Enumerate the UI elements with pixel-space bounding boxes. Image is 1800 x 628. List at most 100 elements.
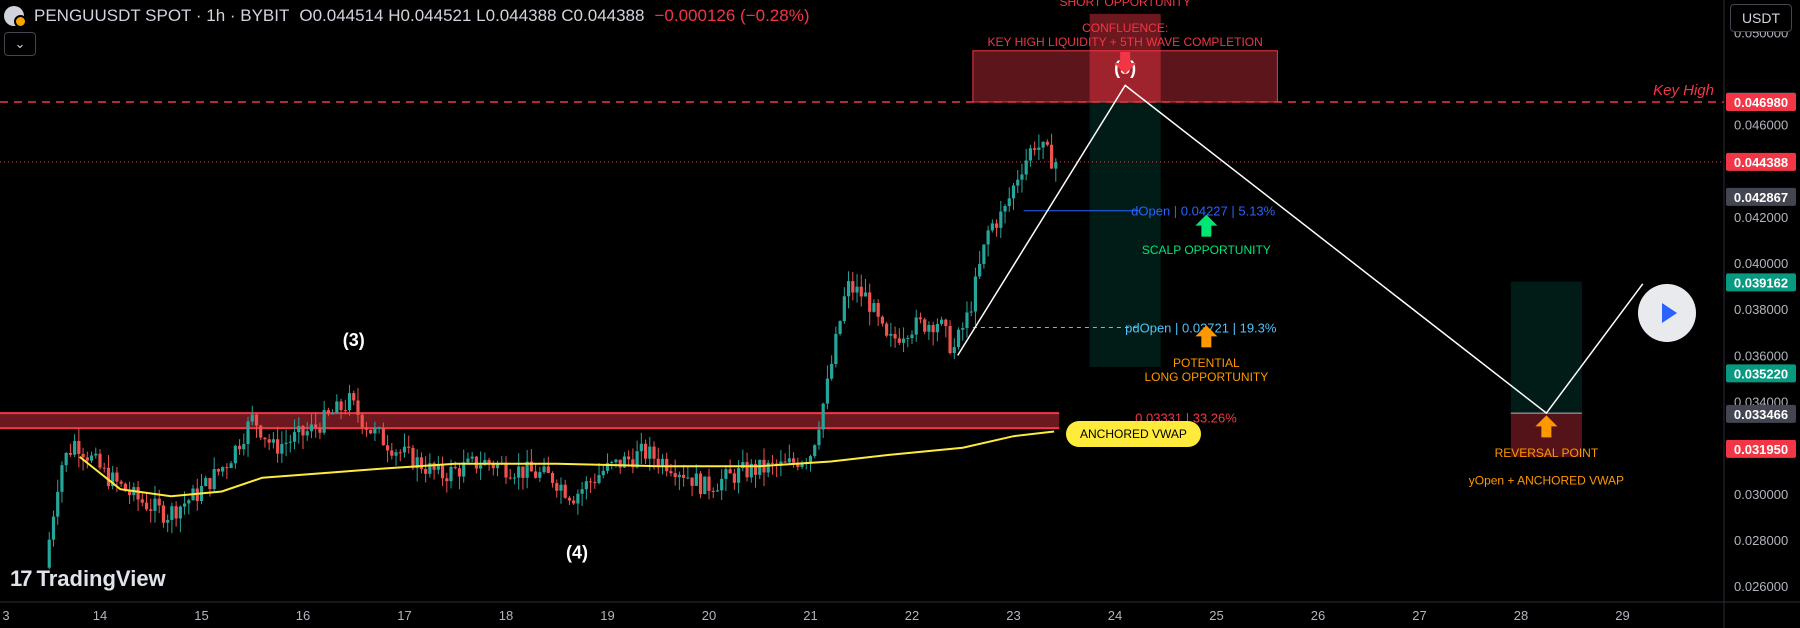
candle-body — [876, 303, 880, 317]
candle-body — [648, 446, 652, 459]
candle-body — [990, 223, 994, 231]
candle-body — [753, 463, 758, 475]
candle-body — [880, 316, 884, 324]
candle-body — [639, 443, 643, 452]
candle-body — [432, 463, 436, 470]
candle-body — [982, 244, 986, 264]
time-tick-label: 26 — [1311, 608, 1325, 623]
candle-body — [517, 466, 521, 478]
price-tick-label: 0.038000 — [1734, 302, 1788, 317]
replay-play-button[interactable] — [1638, 284, 1696, 342]
candle-body — [436, 464, 440, 470]
candle-body — [153, 498, 157, 511]
candle-body — [440, 464, 445, 479]
candle-body — [106, 467, 111, 487]
candle-body — [267, 439, 271, 443]
candle-body — [369, 429, 373, 434]
candle-body — [855, 286, 859, 293]
candle-body — [758, 459, 762, 475]
candle-body — [347, 393, 352, 411]
candle-body — [115, 472, 119, 482]
candle-body — [182, 503, 187, 507]
tradingview-logo[interactable]: 17 TradingView — [10, 566, 166, 592]
candle-body — [618, 459, 622, 468]
time-tick-label: 17 — [397, 608, 411, 623]
candle-body — [424, 468, 428, 474]
candle-body — [102, 467, 106, 469]
candle-body — [652, 446, 656, 459]
candle-body — [237, 445, 242, 450]
candle-body — [1037, 147, 1041, 150]
candle-body — [906, 338, 910, 340]
candle-body — [635, 451, 639, 468]
candle-body — [931, 325, 935, 333]
candle-body — [81, 453, 85, 458]
price-marker-label: 0.042867 — [1734, 190, 1788, 205]
candle-body — [305, 431, 309, 436]
candle-body — [208, 478, 212, 490]
candle-body — [940, 319, 944, 324]
yopen-vwap-label: yOpen + ANCHORED VWAP — [1469, 474, 1624, 488]
candle-body — [339, 401, 343, 411]
candle-body — [703, 476, 707, 495]
candle-body — [901, 338, 906, 343]
candle-body — [385, 445, 390, 451]
candle-body — [783, 461, 787, 463]
candle-body — [580, 489, 584, 494]
candle-body — [263, 437, 267, 440]
candle-body — [868, 292, 872, 312]
candle-body — [893, 333, 897, 339]
candle-body — [445, 478, 449, 482]
candle-body — [944, 319, 948, 326]
candle-body — [914, 317, 918, 335]
currency-button[interactable]: USDT — [1730, 4, 1792, 32]
candle-body — [978, 263, 982, 277]
candle-body — [479, 465, 483, 469]
candle-body — [597, 475, 601, 483]
candle-body — [834, 333, 838, 365]
collapse-legend-button[interactable]: ⌄ — [4, 32, 36, 56]
candle-body — [123, 483, 127, 492]
candle-body — [297, 425, 301, 433]
candle-body — [51, 516, 56, 540]
wave-3-label: (3) — [343, 330, 365, 350]
candle-body — [631, 459, 635, 468]
candle-body — [250, 414, 254, 422]
candle-body — [390, 450, 394, 456]
candle-body — [791, 458, 796, 463]
candle-body — [466, 458, 470, 463]
candle-body — [813, 445, 817, 457]
candle-body — [309, 424, 314, 432]
candle-body — [254, 414, 259, 426]
candle-body — [576, 493, 580, 504]
time-tick-label: 16 — [296, 608, 310, 623]
candle-body — [563, 484, 567, 498]
candle-body — [897, 338, 901, 343]
candle-body — [276, 439, 280, 454]
candle-body — [398, 452, 402, 454]
candle-body — [961, 328, 965, 330]
price-marker-label: 0.035220 — [1734, 366, 1788, 381]
candle-body — [402, 446, 407, 453]
price-tick-label: 0.036000 — [1734, 348, 1788, 363]
candle-body — [787, 458, 791, 463]
candle-body — [525, 461, 529, 478]
time-tick-label: 19 — [600, 608, 614, 623]
candle-body — [622, 456, 627, 468]
candle-body — [144, 502, 149, 510]
candle-body — [170, 506, 174, 520]
candle-body — [588, 481, 593, 483]
candle-body — [77, 440, 81, 454]
candle-body — [686, 477, 690, 479]
candle-body — [1011, 185, 1016, 199]
candle-body — [927, 325, 931, 332]
candle-body — [487, 459, 491, 465]
candle-body — [56, 491, 60, 517]
symbol-title[interactable]: PENGUUSDT SPOT · 1h · BYBIT — [34, 6, 290, 25]
candle-body — [491, 464, 495, 469]
candle-body — [863, 292, 868, 297]
candle-body — [259, 425, 263, 438]
candle-body — [119, 481, 123, 484]
